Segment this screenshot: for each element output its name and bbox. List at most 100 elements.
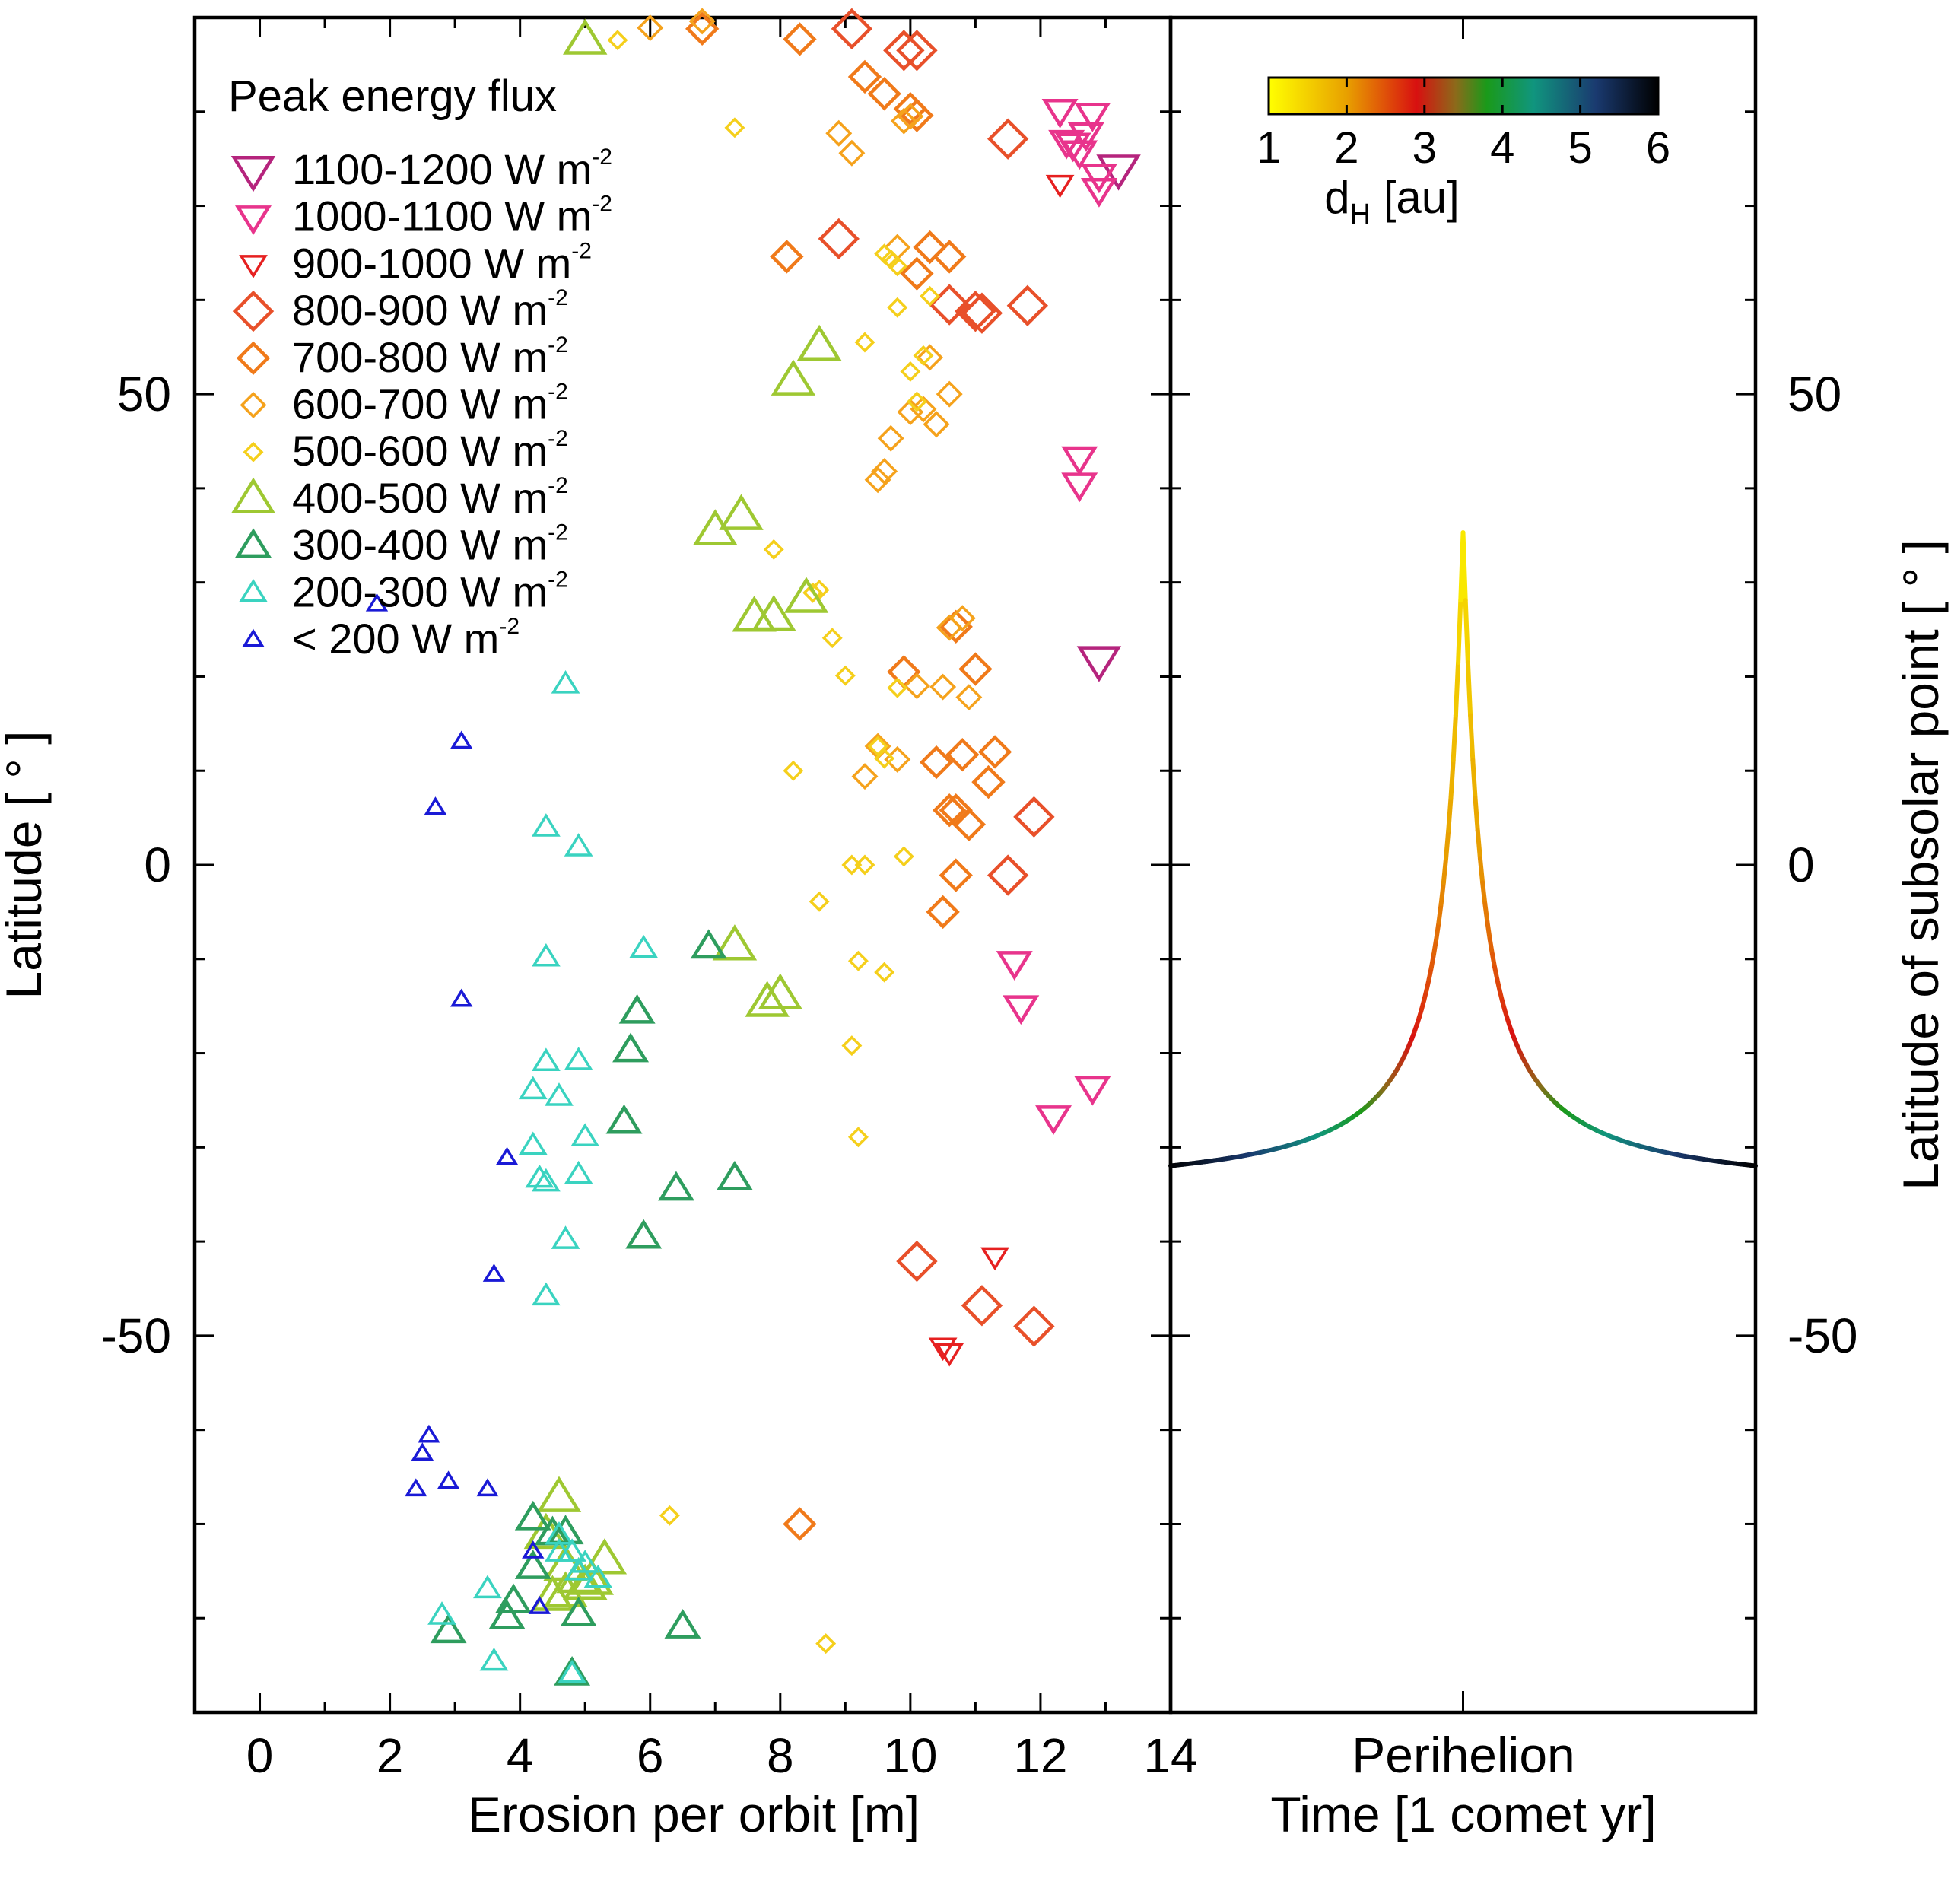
data-point bbox=[719, 494, 764, 530]
data-point bbox=[751, 594, 796, 631]
right-y-axis-label: Latitude of subsolar point [ ° ] bbox=[1892, 539, 1949, 1190]
curve-segment bbox=[1436, 901, 1444, 925]
data-point bbox=[796, 324, 842, 361]
legend-title: Peak energy flux bbox=[228, 72, 557, 121]
data-point bbox=[543, 1571, 588, 1607]
curve-segment bbox=[1448, 758, 1456, 801]
data-point bbox=[712, 924, 758, 961]
y-axis-label: Latitude [ ° ] bbox=[0, 731, 52, 1000]
data-point bbox=[518, 1076, 548, 1100]
colorbar-ticks: 1 2 3 4 5 6 bbox=[1257, 78, 1670, 173]
data-point bbox=[570, 1123, 600, 1146]
data-point bbox=[920, 285, 941, 307]
data-point bbox=[1074, 1076, 1111, 1106]
data-point bbox=[887, 256, 908, 277]
data-point bbox=[851, 763, 879, 790]
curve-segment bbox=[1480, 880, 1488, 907]
data-point bbox=[405, 1478, 427, 1497]
data-point bbox=[1045, 174, 1075, 199]
data-point bbox=[657, 1171, 694, 1201]
data-point bbox=[560, 1596, 597, 1626]
curve-segment bbox=[1477, 856, 1485, 885]
data-point bbox=[531, 813, 561, 837]
data-point bbox=[583, 1564, 613, 1588]
data-point bbox=[933, 240, 967, 274]
data-point bbox=[1076, 646, 1122, 682]
data-point bbox=[945, 737, 980, 772]
data-point bbox=[771, 359, 816, 396]
data-point bbox=[437, 1470, 460, 1489]
right-panel: -50 0 50 1 2 3 4 5 6 dH [au] Perihelion Time [1… bbox=[1168, 15, 1949, 1842]
data-point bbox=[917, 344, 944, 371]
curve-segment bbox=[1441, 856, 1449, 885]
legend-label: 400-500 W m-2 bbox=[292, 473, 568, 522]
left-tick-labels: 0 2 4 6 8 10 12 14 -50 0 50 bbox=[101, 367, 1198, 1783]
data-point bbox=[488, 1599, 526, 1629]
data-point bbox=[884, 745, 911, 773]
data-point bbox=[815, 1633, 837, 1654]
data-point bbox=[977, 735, 1012, 769]
right-y-tick-label: -50 bbox=[1787, 1308, 1858, 1363]
data-point bbox=[427, 1601, 456, 1625]
data-point bbox=[948, 605, 976, 632]
data-point bbox=[936, 614, 963, 641]
data-point bbox=[933, 793, 967, 828]
x-axis-label: Erosion per orbit [m] bbox=[468, 1786, 920, 1842]
data-point bbox=[770, 240, 804, 274]
data-point bbox=[495, 1146, 519, 1165]
data-point bbox=[763, 539, 784, 560]
data-point bbox=[887, 297, 908, 318]
data-point bbox=[562, 18, 608, 55]
data-point bbox=[890, 107, 917, 135]
data-point bbox=[482, 1264, 506, 1282]
data-point bbox=[847, 950, 869, 971]
curve-segment bbox=[1487, 936, 1495, 957]
data-point bbox=[531, 1282, 561, 1306]
data-point bbox=[893, 846, 914, 867]
data-point bbox=[928, 1337, 958, 1362]
data-point bbox=[874, 748, 895, 769]
data-point bbox=[825, 119, 853, 147]
data-point bbox=[847, 1127, 869, 1148]
data-point bbox=[896, 30, 938, 72]
data-point bbox=[564, 1160, 593, 1184]
data-point bbox=[864, 466, 891, 494]
data-point bbox=[745, 981, 790, 1017]
right-x-axis-label: Time [1 comet yr] bbox=[1270, 1786, 1656, 1842]
x-tick-label: 10 bbox=[883, 1728, 937, 1783]
data-point bbox=[783, 577, 829, 613]
legend-label: 1000-1100 W m-2 bbox=[292, 192, 612, 240]
data-point bbox=[365, 593, 389, 612]
data-point bbox=[906, 391, 927, 412]
data-point bbox=[664, 1609, 701, 1639]
data-point bbox=[926, 895, 960, 930]
data-point bbox=[618, 993, 656, 1024]
curve-segment bbox=[1470, 758, 1478, 801]
colorbar-tick-label: 3 bbox=[1412, 123, 1437, 173]
data-point bbox=[1054, 132, 1091, 163]
data-point bbox=[476, 1478, 499, 1497]
data-point bbox=[518, 1131, 548, 1155]
colorbar-label: dH [au] bbox=[1324, 172, 1460, 230]
legend-label: 500-600 W m-2 bbox=[292, 426, 568, 475]
data-point bbox=[935, 1343, 964, 1367]
colorbar: 1 2 3 4 5 6 dH [au] bbox=[1257, 76, 1670, 230]
data-point bbox=[450, 730, 473, 749]
data-point bbox=[536, 1476, 582, 1512]
legend-marker bbox=[235, 205, 272, 235]
data-point bbox=[564, 1047, 593, 1070]
data-point bbox=[971, 764, 1006, 799]
right-y-tick-label: 0 bbox=[1787, 838, 1815, 892]
colorbar-tick-label: 6 bbox=[1646, 123, 1670, 173]
x-tick-label: 12 bbox=[1013, 1728, 1067, 1783]
curve-segment bbox=[1475, 828, 1482, 861]
data-point bbox=[897, 103, 924, 130]
data-point bbox=[531, 1168, 561, 1192]
right-axis-ticks bbox=[1462, 17, 1756, 1712]
curve-segment bbox=[1431, 936, 1439, 957]
data-point bbox=[980, 1247, 1009, 1271]
legend-marker bbox=[230, 155, 276, 192]
legend-marker bbox=[232, 290, 275, 332]
x-tick-label: 14 bbox=[1143, 1728, 1197, 1783]
